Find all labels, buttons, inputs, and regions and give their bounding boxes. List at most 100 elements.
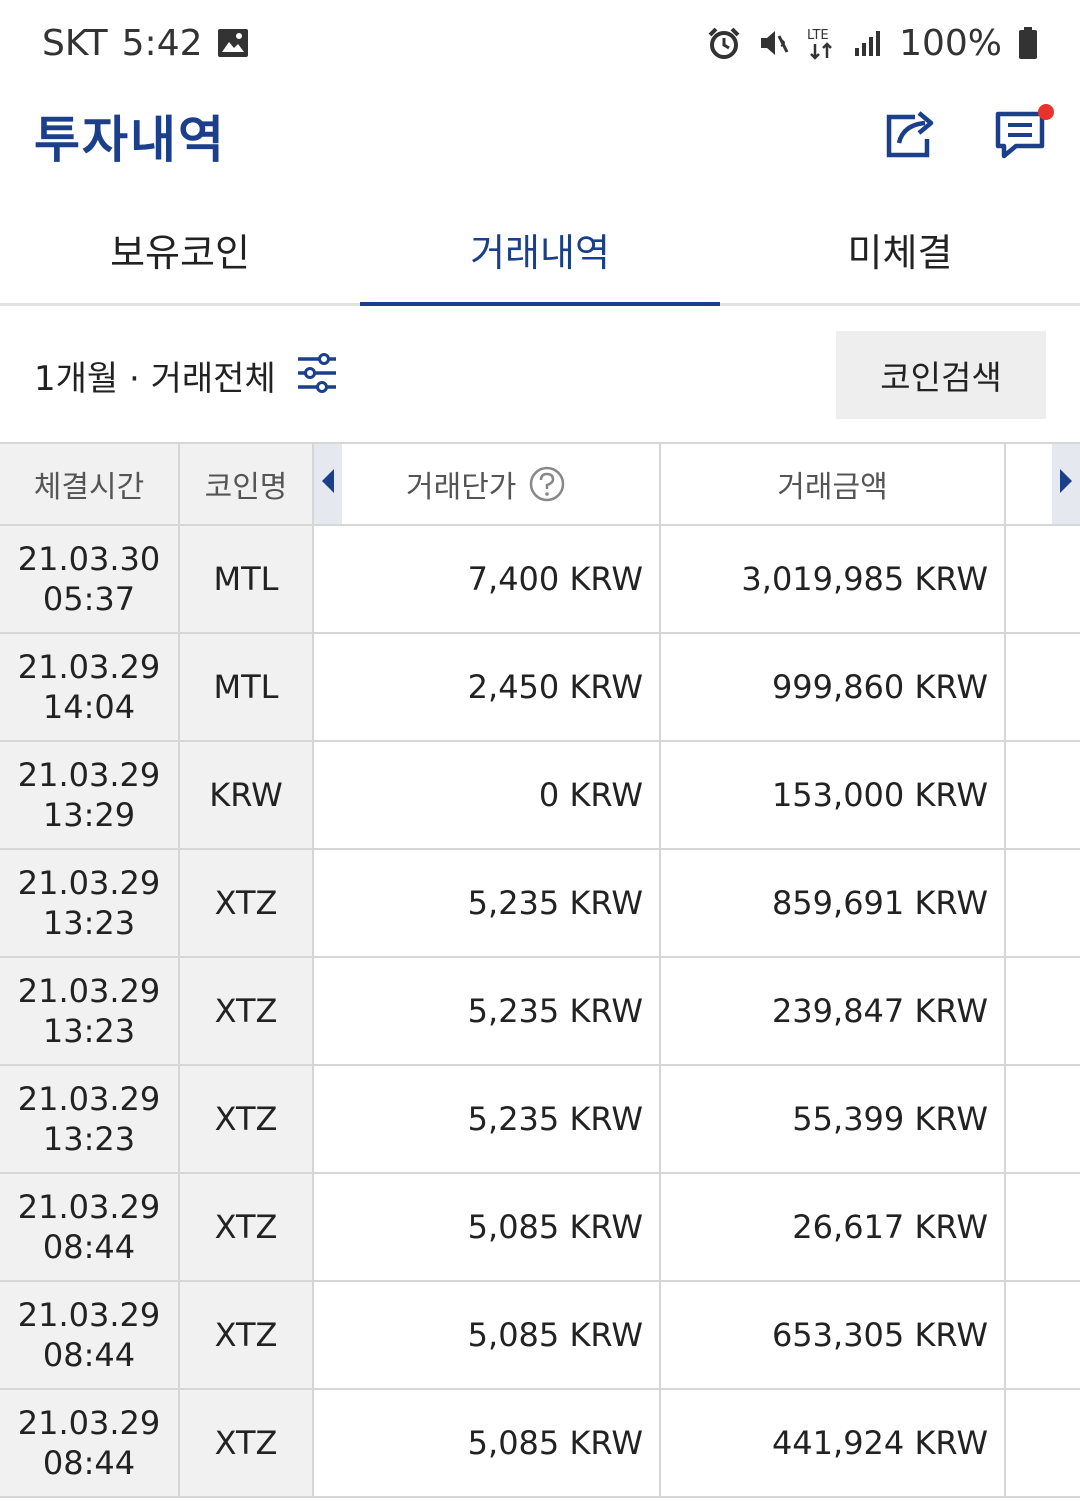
- cell-coin: XTZ: [180, 1282, 314, 1388]
- filter-label: 1개월 · 거래전체: [34, 358, 276, 399]
- trade-time: 13:23: [42, 904, 136, 942]
- cell-extra: [1006, 1390, 1080, 1496]
- filter-icon: [296, 353, 338, 397]
- cell-time: 21.03.29 13:23: [0, 850, 180, 956]
- trade-time: 13:23: [42, 1120, 136, 1158]
- cell-amount: 3,019,985 KRW: [661, 526, 1006, 632]
- cell-extra: [1006, 526, 1080, 632]
- trade-time: 13:23: [42, 1012, 136, 1050]
- cell-price: 5,235 KRW: [314, 1066, 661, 1172]
- carrier: SKT: [42, 22, 108, 64]
- table-row[interactable]: 21.03.29 08:44 XTZ 5,085 KRW 653,305 KRW: [0, 1282, 1080, 1390]
- column-header-price-cell: 거래단가: [314, 444, 661, 524]
- cell-coin: MTL: [180, 634, 314, 740]
- cell-coin: XTZ: [180, 850, 314, 956]
- vibrate-icon: [757, 26, 791, 60]
- tab-bar: 보유코인 거래내역 미체결: [0, 196, 1080, 306]
- cell-price: 5,085 KRW: [314, 1282, 661, 1388]
- image-icon: [217, 28, 249, 58]
- clock: 5:42: [121, 22, 203, 64]
- coin-search-button[interactable]: 코인검색: [836, 331, 1046, 419]
- filter-row: 1개월 · 거래전체 코인검색: [0, 309, 1080, 441]
- trade-date: 21.03.29: [17, 756, 161, 794]
- cell-extra: [1006, 850, 1080, 956]
- cell-coin: MTL: [180, 526, 314, 632]
- column-header-price: 거래단가: [406, 470, 517, 505]
- table-row[interactable]: 21.03.29 08:44 XTZ 5,085 KRW 441,924 KRW: [0, 1390, 1080, 1498]
- cell-time: 21.03.29 08:44: [0, 1174, 180, 1280]
- trade-date: 21.03.30: [17, 540, 161, 578]
- cell-coin: KRW: [180, 742, 314, 848]
- alarm-icon: [707, 26, 741, 60]
- cell-amount: 55,399 KRW: [661, 1066, 1006, 1172]
- cell-extra: [1006, 1066, 1080, 1172]
- cell-amount: 26,617 KRW: [661, 1174, 1006, 1280]
- header-actions: [882, 104, 1054, 166]
- tab-holdings[interactable]: 보유코인: [110, 231, 250, 275]
- page-title: 투자내역: [34, 111, 226, 169]
- cell-time: 21.03.29 13:23: [0, 958, 180, 1064]
- cell-price: 5,085 KRW: [314, 1174, 661, 1280]
- cell-extra: [1006, 958, 1080, 1064]
- status-right: LTE 100%: [707, 23, 1038, 64]
- transactions-table: 체결시간 코인명 거래단가 거래금액 21.03.30 05:37 MTL 7: [0, 442, 1080, 1498]
- cell-time: 21.03.29 08:44: [0, 1282, 180, 1388]
- scroll-right-button[interactable]: [1052, 444, 1080, 524]
- cell-price: 0 KRW: [314, 742, 661, 848]
- cell-coin: XTZ: [180, 1174, 314, 1280]
- table-row[interactable]: 21.03.29 13:23 XTZ 5,235 KRW 859,691 KRW: [0, 850, 1080, 958]
- cell-amount: 653,305 KRW: [661, 1282, 1006, 1388]
- trade-time: 13:29: [42, 796, 136, 834]
- trade-date: 21.03.29: [17, 972, 161, 1010]
- share-icon: [885, 109, 939, 163]
- cell-coin: XTZ: [180, 1390, 314, 1496]
- column-header-extra: [1006, 444, 1080, 524]
- arrow-left-icon: [320, 467, 336, 502]
- app-header: 투자내역: [0, 86, 1080, 186]
- filter-toggle[interactable]: 1개월 · 거래전체: [34, 351, 338, 400]
- table-row[interactable]: 21.03.30 05:37 MTL 7,400 KRW 3,019,985 KR…: [0, 526, 1080, 634]
- column-header-time: 체결시간: [0, 444, 180, 524]
- table-row[interactable]: 21.03.29 08:44 XTZ 5,085 KRW 26,617 KRW: [0, 1174, 1080, 1282]
- table-row[interactable]: 21.03.29 13:23 XTZ 5,235 KRW 239,847 KRW: [0, 958, 1080, 1066]
- table-row[interactable]: 21.03.29 13:23 XTZ 5,235 KRW 55,399 KRW: [0, 1066, 1080, 1174]
- trade-time: 08:44: [42, 1336, 136, 1374]
- share-button[interactable]: [882, 106, 942, 166]
- cell-amount: 239,847 KRW: [661, 958, 1006, 1064]
- battery-icon: [1018, 26, 1038, 60]
- cell-extra: [1006, 1282, 1080, 1388]
- status-left: SKT 5:42: [42, 23, 249, 64]
- table-row[interactable]: 21.03.29 14:04 MTL 2,450 KRW 999,860 KRW: [0, 634, 1080, 742]
- cell-price: 5,235 KRW: [314, 958, 661, 1064]
- cell-time: 21.03.29 13:23: [0, 1066, 180, 1172]
- tab-unfilled[interactable]: 미체결: [847, 231, 953, 275]
- cell-amount: 999,860 KRW: [661, 634, 1006, 740]
- help-icon[interactable]: [528, 465, 566, 503]
- trade-date: 21.03.29: [17, 1296, 161, 1334]
- table-header: 체결시간 코인명 거래단가 거래금액: [0, 442, 1080, 526]
- chat-button[interactable]: [990, 104, 1054, 166]
- column-header-amount: 거래금액: [661, 444, 1006, 524]
- trade-date: 21.03.29: [17, 1188, 161, 1226]
- trade-time: 14:04: [42, 688, 136, 726]
- scroll-left-button[interactable]: [314, 444, 342, 524]
- tab-transactions[interactable]: 거래내역: [360, 196, 720, 306]
- cell-extra: [1006, 742, 1080, 848]
- notification-dot: [1038, 104, 1054, 120]
- cell-time: 21.03.29 13:29: [0, 742, 180, 848]
- cell-amount: 153,000 KRW: [661, 742, 1006, 848]
- cell-extra: [1006, 1174, 1080, 1280]
- cell-price: 7,400 KRW: [314, 526, 661, 632]
- trade-date: 21.03.29: [17, 1404, 161, 1442]
- cell-coin: XTZ: [180, 1066, 314, 1172]
- cell-coin: XTZ: [180, 958, 314, 1064]
- svg-text:LTE: LTE: [807, 28, 829, 43]
- trade-time: 08:44: [42, 1228, 136, 1266]
- lte-icon: LTE: [807, 26, 837, 60]
- cell-time: 21.03.29 08:44: [0, 1390, 180, 1496]
- battery-percent: 100%: [899, 22, 1002, 64]
- cell-time: 21.03.30 05:37: [0, 526, 180, 632]
- cell-amount: 441,924 KRW: [661, 1390, 1006, 1496]
- cell-amount: 859,691 KRW: [661, 850, 1006, 956]
- table-row[interactable]: 21.03.29 13:29 KRW 0 KRW 153,000 KRW: [0, 742, 1080, 850]
